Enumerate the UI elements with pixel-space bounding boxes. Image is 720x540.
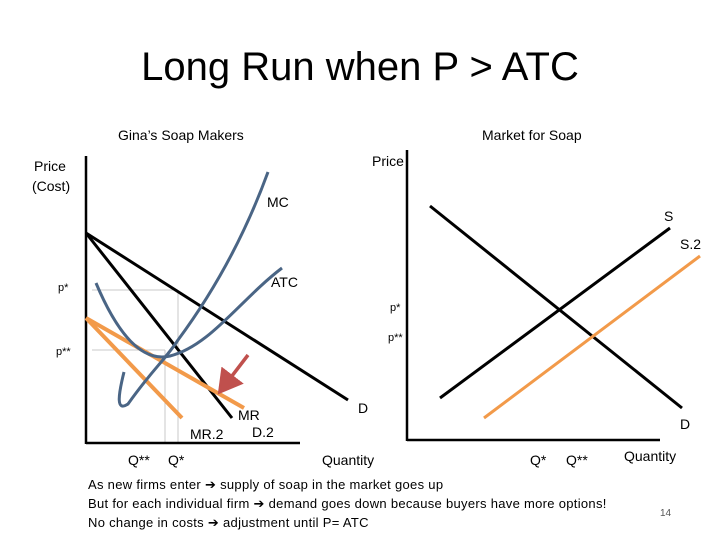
- firm-quantity-label: Quantity: [322, 452, 375, 468]
- firm-pstar-label: p*: [58, 282, 69, 294]
- note-line-2: But for each individual firm ➔ demand go…: [88, 496, 607, 512]
- firm-atc-curve: [94, 266, 283, 359]
- market-qstar-label: Q*: [530, 452, 547, 468]
- right-arrow-icon: ➔: [207, 516, 220, 531]
- right-arrow-icon: ➔: [204, 478, 217, 493]
- market-quantity-label: Quantity: [624, 448, 677, 464]
- explanation-notes: As new firms enter ➔ supply of soap in t…: [88, 476, 607, 533]
- firm-demand-curve: [85, 231, 349, 402]
- firm-demand-label: D: [358, 400, 369, 416]
- firm-mr-label: MR: [238, 407, 260, 423]
- note-line-3: No change in costs ➔ adjustment until P=…: [88, 515, 369, 531]
- slide-title: Long Run when P > ATC: [141, 45, 579, 89]
- firm-pdoublestar-label: p**: [56, 346, 71, 358]
- right-arrow-icon: ➔: [253, 497, 265, 512]
- market-s2-label: S.2: [680, 236, 702, 252]
- firm-atc-label: ATC: [271, 274, 298, 290]
- demand-shift-arrow: [217, 353, 250, 395]
- market-demand-curve: [429, 204, 683, 410]
- market-y-axis-label: Price: [372, 153, 404, 169]
- market-pstar-label: p*: [390, 302, 401, 314]
- market-heading: Market for Soap: [482, 127, 582, 143]
- firm-y-axis-label-2: (Cost): [32, 178, 71, 194]
- slide-number: 14: [660, 508, 672, 519]
- firm-qdoublestar-label: Q**: [128, 452, 150, 468]
- firm-mc-label: MC: [267, 194, 289, 210]
- firm-mr2-curve: [84, 316, 184, 420]
- market-s-label: S: [664, 208, 674, 224]
- firm-qstar-label: Q*: [168, 452, 185, 468]
- market-demand-label: D: [680, 416, 691, 432]
- firm-demand2-curve: [85, 316, 245, 410]
- market-supply-curve: [439, 226, 671, 400]
- firm-heading: Gina’s Soap Makers: [118, 127, 244, 143]
- firm-y-axis-label-1: Price: [34, 158, 66, 174]
- market-supply2-curve: [483, 254, 701, 420]
- note-line-1: As new firms enter ➔ supply of soap in t…: [88, 477, 444, 493]
- firm-d2-label: D.2: [252, 424, 274, 440]
- firm-mr2-label: MR.2: [190, 426, 224, 442]
- market-pdoublestar-label: p**: [388, 332, 403, 344]
- firm-mc-curve: [117, 171, 270, 408]
- market-qdoublestar-label: Q**: [566, 452, 588, 468]
